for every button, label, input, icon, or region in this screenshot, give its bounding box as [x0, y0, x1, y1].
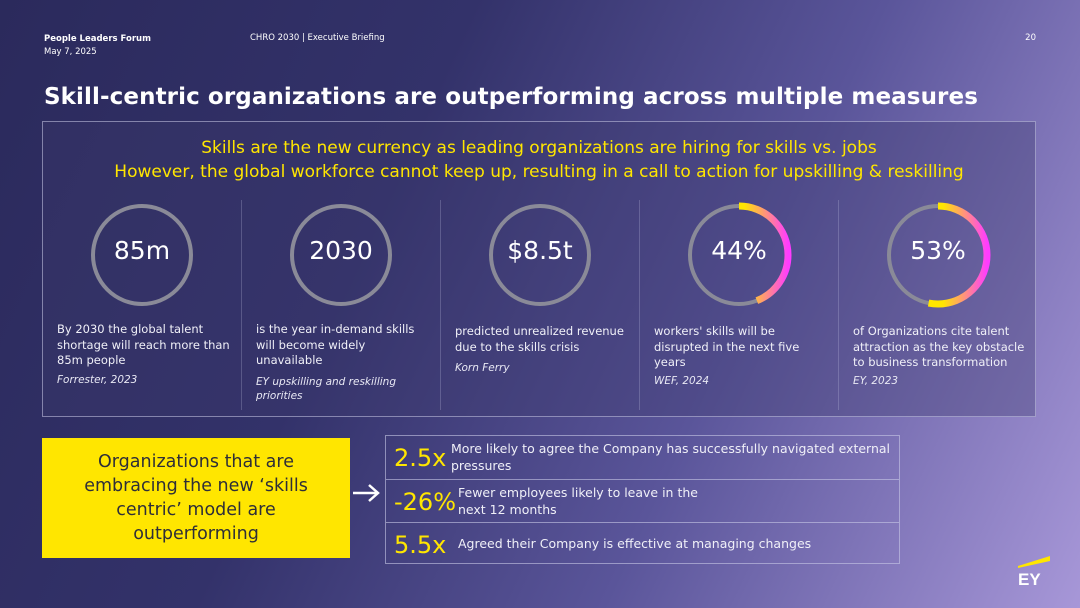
stat-ring — [91, 204, 193, 306]
slide-title: Skill-centric organizations are outperfo… — [44, 84, 978, 110]
metric-text: More likely to agree the Company has suc… — [450, 441, 891, 473]
stats-panel: Skills are the new currency as leading o… — [42, 121, 1036, 417]
metrics-table: 2.5x More likely to agree the Company ha… — [385, 435, 900, 564]
subtitle-line-1: Skills are the new currency as leading o… — [201, 138, 877, 158]
stat-progress-arc — [885, 202, 991, 308]
stat-card: 44% workers' skills will be disrupted in… — [639, 200, 838, 410]
stat-source: Korn Ferry — [455, 362, 510, 374]
stat-card: 85m By 2030 the global talent shortage w… — [43, 200, 241, 410]
arrow-right-icon — [353, 484, 380, 502]
stat-card: 2030 is the year in-demand skills will b… — [241, 200, 440, 410]
stat-value: 44% — [711, 236, 767, 265]
metric-row: -26% Fewer employees likely to leave in … — [386, 479, 899, 523]
stat-ring-chart — [686, 202, 792, 308]
stat-ring — [290, 204, 392, 306]
subtitle-line-2: However, the global workforce cannot kee… — [114, 162, 964, 182]
stat-source: WEF, 2024 — [654, 375, 710, 387]
metric-value: 5.5x — [394, 530, 447, 559]
stat-description: By 2030 the global talent shortage will … — [57, 322, 230, 367]
stat-progress-arc — [686, 202, 792, 308]
callout-text: Organizations that are embracing the new… — [84, 452, 308, 544]
stat-description: is the year in-demand skills will become… — [256, 322, 415, 367]
header-event-info: People Leaders Forum May 7, 2025 — [44, 33, 151, 59]
stat-value: 53% — [910, 236, 966, 265]
callout-box: Organizations that are embracing the new… — [42, 438, 350, 558]
metric-text: Agreed their Company is effective at man… — [458, 536, 812, 552]
stat-description: workers' skills will be disrupted in the… — [654, 324, 800, 369]
stat-ring — [489, 204, 591, 306]
briefing-label: CHRO 2030 | Executive Briefing — [250, 33, 385, 43]
event-name: People Leaders Forum — [44, 34, 151, 44]
stat-source: EY, 2023 — [853, 375, 899, 387]
stat-value: 2030 — [309, 236, 373, 265]
svg-text:EY: EY — [1018, 570, 1041, 588]
ey-logo-icon: EY — [1018, 556, 1050, 588]
stat-source: EY upskilling and reskilling priorities — [256, 376, 396, 402]
metric-text: Fewer employees likely to leave in the n… — [458, 485, 698, 517]
stat-ring-chart — [885, 202, 991, 308]
stat-card: 53% of Organizations cite talent attract… — [838, 200, 1037, 410]
event-date: May 7, 2025 — [44, 47, 97, 57]
metric-value: -26% — [394, 487, 457, 516]
stat-card: $8.5t predicted unrealized revenue due t… — [440, 200, 639, 410]
metric-row: 2.5x More likely to agree the Company ha… — [386, 436, 899, 479]
metric-row: 5.5x Agreed their Company is effective a… — [386, 522, 899, 566]
stat-source: Forrester, 2023 — [57, 374, 138, 386]
metric-value: 2.5x — [394, 443, 447, 472]
stat-value: 85m — [113, 236, 171, 265]
stat-description: of Organizations cite talent attraction … — [853, 324, 1025, 369]
page-number: 20 — [1025, 33, 1036, 43]
stat-description: predicted unrealized revenue due to the … — [455, 324, 624, 354]
stat-value: $8.5t — [507, 236, 573, 265]
